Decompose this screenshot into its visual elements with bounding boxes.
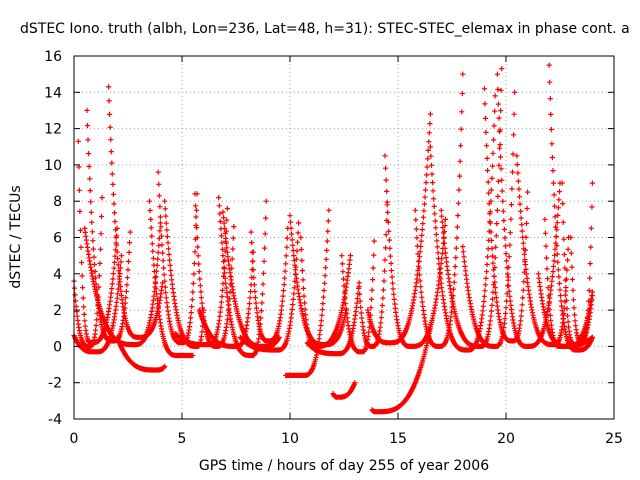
series-pass bbox=[114, 334, 168, 373]
pass-markers bbox=[216, 195, 269, 359]
x-tick-label: 0 bbox=[70, 431, 79, 447]
x-tick-label: 20 bbox=[497, 431, 515, 447]
x-tick-label: 25 bbox=[605, 431, 623, 447]
series-pass bbox=[382, 153, 449, 349]
pass-markers bbox=[283, 207, 332, 378]
pass-markers bbox=[147, 198, 196, 359]
series-pass bbox=[481, 86, 531, 344]
y-tick-label: 0 bbox=[53, 339, 62, 355]
data-marks bbox=[71, 62, 595, 415]
pass-markers bbox=[114, 334, 168, 373]
pass-markers bbox=[248, 225, 291, 344]
pass-markers bbox=[237, 220, 302, 353]
axis-ticks bbox=[73, 55, 615, 420]
pass-markers bbox=[542, 216, 595, 349]
x-tick-label: 5 bbox=[178, 431, 187, 447]
series-pass bbox=[330, 380, 358, 400]
series-pass bbox=[438, 66, 505, 349]
y-tick-label: 6 bbox=[53, 231, 62, 247]
series-pass bbox=[106, 84, 166, 340]
series-pass bbox=[542, 216, 595, 349]
y-tick-label: 16 bbox=[44, 49, 62, 65]
pass-markers bbox=[304, 280, 362, 357]
pass-markers bbox=[369, 325, 433, 415]
pass-markers bbox=[546, 62, 595, 353]
series-pass bbox=[147, 198, 196, 359]
y-tick-label: 8 bbox=[53, 194, 62, 210]
y-tick-label: 12 bbox=[44, 122, 62, 138]
series-pass bbox=[71, 195, 105, 349]
pass-markers bbox=[330, 380, 358, 400]
pass-markers bbox=[460, 89, 518, 349]
series-pass bbox=[248, 225, 291, 344]
y-tick-label: 2 bbox=[53, 303, 62, 319]
x-axis-label: GPS time / hours of day 255 of year 2006 bbox=[199, 458, 489, 474]
series-pass bbox=[237, 220, 302, 353]
y-tick-label: 4 bbox=[53, 267, 62, 283]
pass-markers bbox=[438, 66, 505, 349]
grid-lines bbox=[74, 56, 614, 419]
chart-title: dSTEC Iono. truth (albh, Lon=236, Lat=48… bbox=[20, 21, 630, 37]
series-pass bbox=[283, 207, 332, 378]
pass-markers bbox=[106, 84, 166, 340]
pass-markers bbox=[481, 86, 531, 344]
series-pass bbox=[460, 89, 518, 349]
y-axis-label: dSTEC / TECUs bbox=[8, 185, 24, 288]
x-tick-label: 15 bbox=[389, 431, 407, 447]
y-tick-label: 10 bbox=[44, 158, 62, 174]
y-tick-labels: -4 -2 0 2 4 6 8 10 12 14 16 bbox=[44, 49, 62, 428]
x-tick-label: 10 bbox=[281, 431, 299, 447]
x-tick-labels: 0 5 10 15 20 25 bbox=[70, 431, 623, 447]
series-pass bbox=[216, 195, 269, 359]
pass-markers bbox=[382, 153, 449, 349]
series-pass bbox=[304, 280, 362, 357]
y-tick-label: -2 bbox=[48, 376, 62, 392]
y-tick-label: -4 bbox=[48, 412, 62, 428]
series-pass bbox=[369, 325, 433, 415]
y-tick-label: 14 bbox=[44, 85, 62, 101]
series-pass bbox=[546, 62, 595, 353]
pass-markers bbox=[71, 195, 105, 349]
